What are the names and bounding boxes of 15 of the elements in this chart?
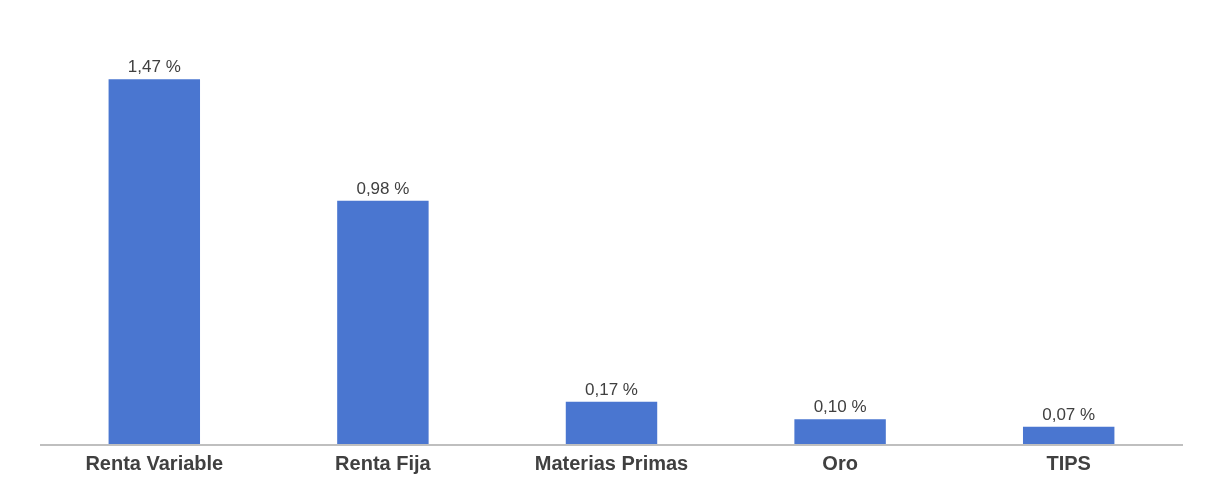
x-tick-label: Renta Fija — [335, 452, 432, 474]
bar — [794, 419, 886, 444]
bar — [108, 79, 201, 444]
x-tick-label: Renta Variable — [85, 452, 224, 474]
x-tick-label: Materias Primas — [534, 452, 689, 474]
data-label: 0,17 % — [585, 379, 638, 399]
bar — [565, 401, 658, 444]
data-label: 0,98 % — [356, 178, 410, 198]
x-tick-label: TIPS — [1046, 452, 1091, 474]
bar — [337, 200, 429, 444]
data-label: 1,47 % — [127, 57, 181, 77]
data-label: 0,07 % — [1042, 404, 1096, 424]
x-tick-label: Oro — [822, 452, 858, 474]
data-label: 0,10 % — [813, 397, 867, 417]
bar — [1022, 426, 1115, 444]
